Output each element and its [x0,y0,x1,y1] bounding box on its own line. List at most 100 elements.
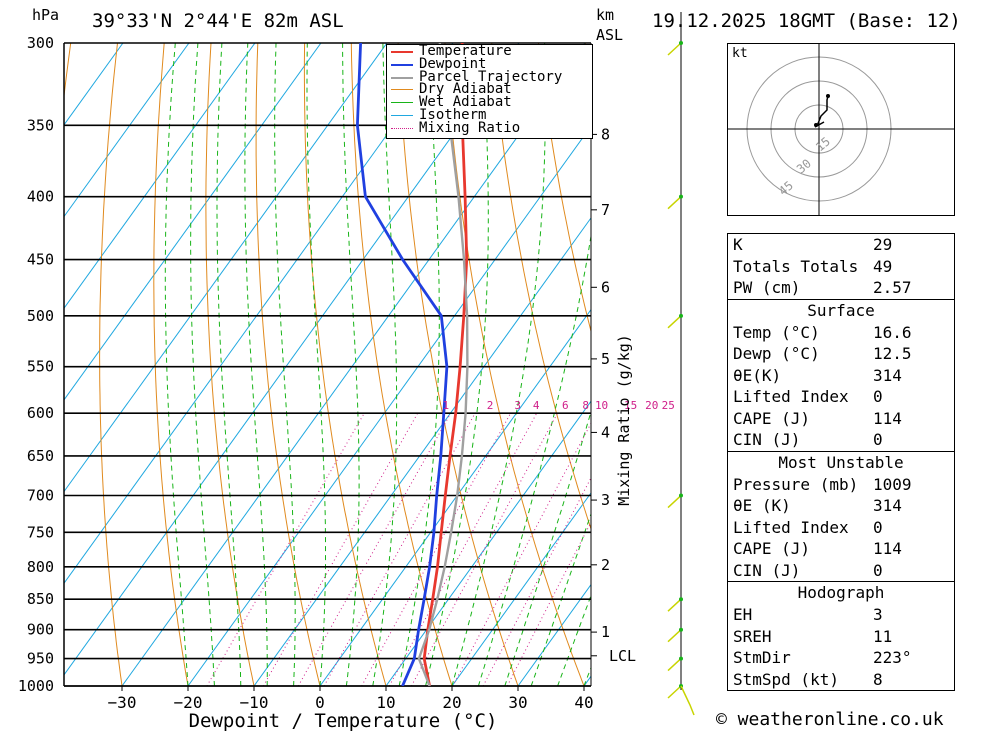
x-tick-label: −30 [108,693,137,712]
legend-label: Wet Adiabat [419,94,512,111]
wind-barb [667,598,682,612]
wet-adiabat [164,43,189,686]
isotherm [64,43,388,493]
mu-row: Lifted Index 0 [733,517,883,537]
wind-barb [667,42,682,56]
pressure-label: 650 [27,447,54,465]
wind-barb-dot [679,493,683,498]
height-label: 4 [601,423,610,441]
pressure-label: 350 [27,116,54,134]
pressure-label: 600 [27,404,54,422]
isotherm [385,400,591,686]
indices-table: K 29 Totals Totals 49 PW (cm) 2.57 Surface … [727,233,955,691]
dry-adiabat [444,43,585,686]
pressure-label: 550 [27,358,54,376]
wind-barb-dot [679,313,683,318]
isotherm [319,308,591,686]
dry-adiabat [99,43,123,686]
mu-row: Pressure (mb) 1009 [733,474,912,494]
hodo-row: SREH 11 [733,626,893,646]
chart-legend: Temperature Dewpoint Parcel Trajectory Dry … [386,44,593,139]
wet-adiabat [190,43,215,686]
dry-adiabat [397,43,519,686]
isotherm [64,43,256,310]
wind-barb-dot [679,597,683,602]
mixing-ratio-label: 25 [662,399,675,412]
wet-adiabat [244,43,268,686]
hodo-trace [816,95,829,127]
isotherm [64,43,520,676]
mixing-ratio-line [323,412,476,686]
mixing-ratio-label: 8 [582,399,589,412]
pressure-label: 500 [27,307,54,325]
legend-label: Isotherm [419,106,487,123]
dry-adiabat [537,43,591,334]
dry-adiabat [205,43,255,686]
surface-row: CIN (J) 0 [733,430,883,449]
wind-barb-surface [680,685,695,716]
mixing-ratio-label: 15 [624,399,637,412]
wind-barb-dot [679,627,683,632]
isotherm [64,43,454,585]
legend-item: Isotherm [387,106,592,123]
legend-swatch [391,127,413,129]
legend-label: Mixing Ratio [419,119,521,136]
dry-adiabat [153,43,189,686]
wind-barb [667,658,682,672]
dry-adiabat [303,43,387,686]
hodo-row: StmSpd (kt) 8 [733,669,883,689]
mu-row: CIN (J) 0 [733,560,883,580]
surface-row: CAPE (J) 114 [733,408,902,428]
legend-swatch [391,102,413,104]
legend-item: Dewpoint [387,55,592,72]
height-label: 8 [601,125,610,143]
x-tick-label: 40 [574,693,593,712]
wind-barb [667,315,682,329]
wind-barb [667,629,682,643]
pressure-label: 450 [27,251,54,269]
isotherm [253,217,591,686]
mixing-ratio-axis-label: Mixing Ratio (g/kg) [615,334,633,506]
legend-label: Dry Adiabat [419,81,512,98]
hodo-ring-label-15: 15 [813,134,833,154]
hodograph: kt 15 30 45 [728,44,954,215]
legend-item: Mixing Ratio [387,119,592,136]
height-unit-km: km [596,6,615,24]
location-title: 39°33'N 2°44'E 82m ASL [92,10,344,32]
hodo-row: StmDir 223° [733,648,912,667]
legend-label: Dewpoint [419,55,487,72]
legend-swatch [391,51,413,53]
height-label: 7 [601,201,610,219]
hodograph-panel: kt 15 30 45 [727,43,955,216]
wind-barb-dot [679,194,683,199]
mixing-ratio-label: 3 [514,399,521,412]
hodo-bottom-point [814,123,818,127]
mixing-ratio-label: 6 [562,399,569,412]
hodo-top-point [826,94,830,98]
isotherm [187,125,591,686]
height-label: 1 [601,623,610,641]
x-tick-label: 30 [508,693,527,712]
pressure-label: 850 [27,590,54,608]
legend-label: Temperature [419,43,512,59]
wind-barb-dot [679,656,683,661]
dry-adiabat [350,43,453,686]
pressure-label: 700 [27,487,54,505]
mixing-ratio-label: 1 [442,399,449,412]
wind-barb-dot [679,41,683,45]
legend-item: Wet Adiabat [387,94,592,111]
pressure-unit: hPa [32,6,60,24]
wind-barb [667,494,682,509]
legend-swatch [391,76,413,79]
legend-swatch [391,114,413,116]
datetime-title: 19.12.2025 18GMT (Base: 12) [652,10,961,32]
index-row-tt: Totals Totals 49 [733,256,893,276]
copyright[interactable]: © weatheronline.co.uk [716,709,944,730]
index-row-pw: PW (cm) 2.57 [733,278,912,297]
mixing-ratio-label: 2 [487,399,494,412]
pressure-label: 1000 [18,677,54,695]
height-label: 5 [601,350,610,368]
wind-barb [667,685,682,699]
pressure-label: 950 [27,650,54,668]
